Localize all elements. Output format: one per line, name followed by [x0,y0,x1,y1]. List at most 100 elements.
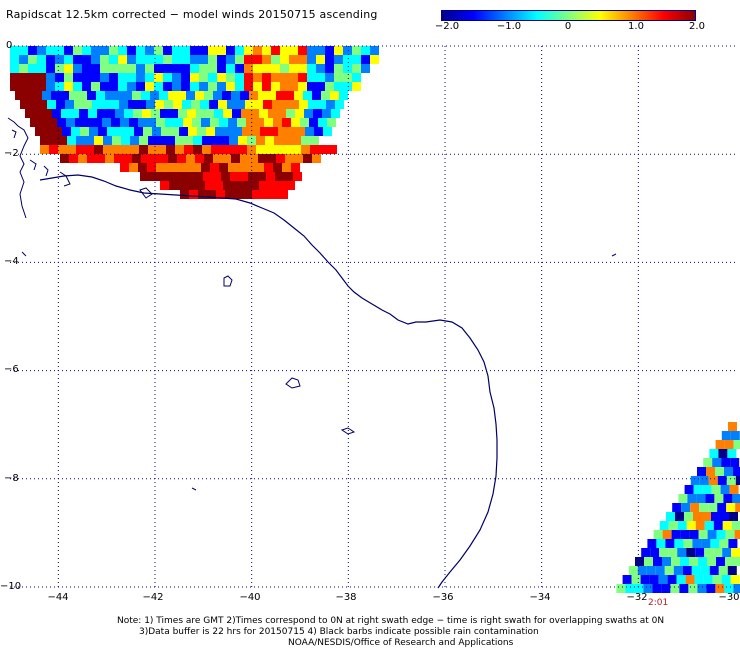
wind-cell [121,136,130,145]
wind-cell [735,476,740,485]
wind-cell [665,539,675,548]
wind-cell [732,494,740,503]
wind-cell [103,145,112,154]
wind-cell [662,557,671,566]
wind-cell [276,154,285,163]
wind-cell [275,172,284,181]
wind-cell [729,485,739,494]
wind-cell [695,521,705,530]
wind-cell [323,127,332,136]
wind-cell [106,109,115,118]
wind-cell [109,73,118,82]
wind-cell [118,82,127,91]
wind-cell [726,503,736,512]
wind-cell [307,55,316,64]
x-tick-label: −42 [142,592,163,603]
wind-cell [257,172,266,181]
wind-cell [637,566,647,575]
wind-cell [231,154,240,163]
wind-cell [735,503,740,512]
island [7,117,71,219]
wind-cell [219,118,228,127]
wind-cell [731,521,740,530]
wind-cell [134,127,143,136]
wind-cell [37,46,46,55]
wind-cell [710,539,720,548]
wind-cell [178,181,187,190]
wind-cell [136,73,145,82]
wind-cell [301,145,310,154]
wind-cell [287,127,296,136]
wind-cell [220,136,229,145]
colorbar [441,10,696,21]
wind-cell [203,172,212,181]
wind-cell [352,73,361,82]
wind-cell [159,154,168,163]
wind-cell [668,548,678,557]
wind-cell [296,127,305,136]
wind-cell [91,64,100,73]
wind-cell [115,109,124,118]
wind-cell [206,127,215,136]
wind-cell [267,91,276,100]
wind-cell [124,109,133,118]
wind-cell [141,91,150,100]
wind-cell [262,82,271,91]
wind-cell [263,100,272,109]
wind-cell [293,172,302,181]
wind-cell [76,136,85,145]
wind-cell [66,118,75,127]
wind-cell [132,154,141,163]
wind-cell [129,163,138,172]
wind-cell [668,521,678,530]
wind-cell [165,163,174,172]
wind-cell [370,55,379,64]
wind-cell [119,100,128,109]
wind-cell [231,91,240,100]
wind-cell [249,154,258,163]
wind-cell [175,136,184,145]
wind-cell [157,136,166,145]
wind-cell [184,145,193,154]
wind-cell [44,127,53,136]
wind-cell [300,118,309,127]
wind-cell [690,476,700,485]
wind-cell [265,136,274,145]
wind-cell [653,557,662,566]
wind-cell [722,521,732,530]
wind-cell [10,55,19,64]
wind-cell [46,46,55,55]
wind-cell [248,172,257,181]
wind-cell [676,575,686,584]
wind-cell [658,575,668,584]
wind-cell [60,154,69,163]
wind-cell [189,190,198,199]
wind-cell [249,91,258,100]
wind-cell [82,82,91,91]
wind-cell [141,154,150,163]
wind-cell [238,136,247,145]
wind-cell [280,73,289,82]
wind-cell [680,530,690,539]
wind-cell [190,64,199,73]
wind-cell [256,145,265,154]
wind-cell [105,91,114,100]
wind-cell [217,82,226,91]
wind-cell [47,100,56,109]
wind-cell [170,127,179,136]
wind-cell [292,136,301,145]
wind-cell [161,127,170,136]
wind-cell [30,118,39,127]
wind-cell [24,91,33,100]
wind-cell [704,548,714,557]
wind-cell [271,46,280,55]
wind-cell [274,145,283,154]
wind-cell [244,46,253,55]
wind-cell [204,154,213,163]
wind-cell [100,46,109,55]
wind-cell [330,91,339,100]
wind-cell [285,154,294,163]
coastline [39,174,498,589]
wind-cell [695,548,705,557]
wind-cell [43,109,52,118]
